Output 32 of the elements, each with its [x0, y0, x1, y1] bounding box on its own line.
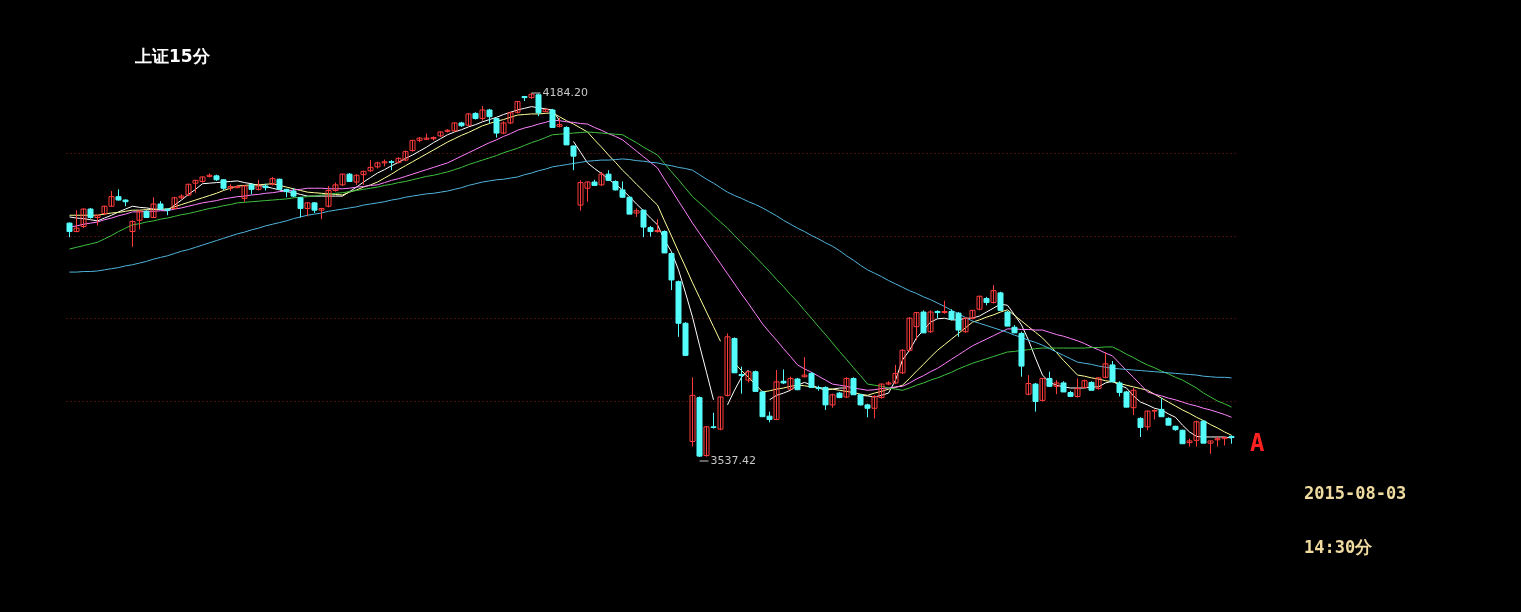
candlestick	[843, 376, 850, 399]
candlestick	[773, 369, 780, 421]
candlestick	[689, 376, 696, 448]
candlestick	[297, 196, 304, 218]
candlestick	[1137, 416, 1144, 438]
candlestick	[80, 207, 87, 229]
candlestick	[920, 309, 927, 334]
candlestick	[1039, 377, 1046, 403]
candlestick	[724, 332, 731, 397]
annotation: 3537.42	[710, 454, 756, 467]
candlestick	[1025, 374, 1032, 396]
candlestick	[1109, 360, 1116, 383]
candlestick	[990, 284, 997, 305]
candlestick	[1032, 382, 1039, 413]
candlestick	[136, 209, 143, 230]
candlestick	[1074, 377, 1081, 399]
candlestick	[801, 356, 808, 378]
annotation: 4184.20	[542, 86, 588, 99]
candlestick	[150, 196, 157, 219]
candlestick	[129, 219, 136, 248]
candlestick	[1130, 387, 1137, 416]
chart-title: 上证15分	[134, 46, 211, 66]
candlestick	[1158, 397, 1165, 418]
text: A	[1250, 429, 1265, 457]
text: 2015-08-03	[1304, 483, 1407, 503]
candlestick	[703, 425, 710, 458]
candlestick	[73, 209, 80, 233]
text: 14:30分	[1304, 537, 1374, 557]
candlestick	[927, 309, 934, 334]
candlestick	[1200, 419, 1207, 444]
candlestick	[717, 395, 724, 431]
candlestick	[738, 366, 745, 395]
